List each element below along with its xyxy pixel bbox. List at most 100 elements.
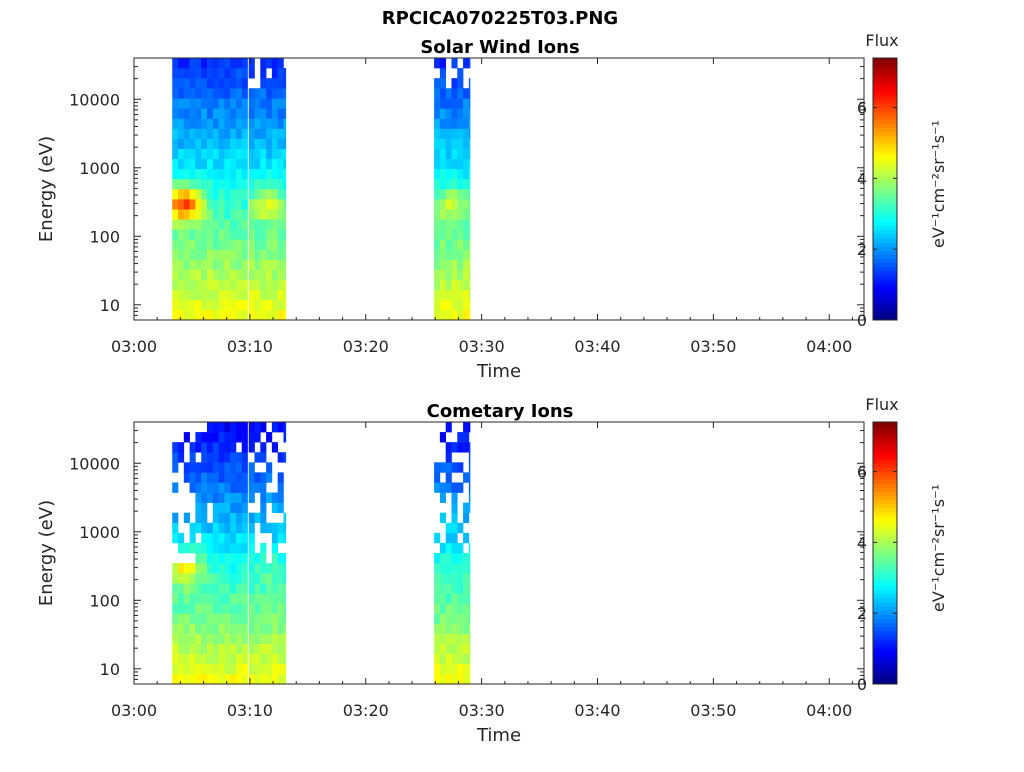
heatmap-cell [235,279,243,291]
heatmap-cell [241,269,248,280]
heatmap-cell [189,472,196,483]
heatmap-cell [439,512,446,524]
heatmap-cell [283,269,287,280]
colorbar-step [873,663,897,669]
heatmap-cell [195,522,202,534]
heatmap-cell [195,229,202,240]
heatmap-cell [463,168,470,180]
heatmap-cell [241,542,248,554]
heatmap-cell [178,98,185,109]
colorbar-step [873,577,897,583]
heatmap-cell [463,269,470,280]
heatmap-cell [235,502,243,513]
heatmap-cell [178,88,185,99]
colorbar-tick-label: 0 [857,675,867,694]
heatmap-cell [254,452,261,463]
heatmap-cell [248,269,255,280]
heatmap-cell [445,229,452,240]
heatmap-cell [260,88,267,99]
heatmap-cell [445,199,452,210]
heatmap-cell [254,219,261,230]
colorbar-step [873,119,897,124]
colorbar-step [873,483,897,488]
heatmap-cell [283,623,287,634]
heatmap-cell [189,603,196,614]
heatmap-cell [195,482,202,493]
heatmap-cell [207,249,214,260]
heatmap-cell [201,259,208,270]
heatmap-cell [260,633,267,644]
heatmap-cell [212,462,219,473]
heatmap-cell [463,502,470,513]
heatmap-cell [439,148,446,160]
heatmap-cell [195,98,202,109]
colorbar-step [873,507,897,513]
heatmap-cell [254,108,261,119]
heatmap-cell [212,532,219,544]
heatmap-cell [224,623,231,634]
heatmap-cell [271,613,278,624]
heatmap-cell [241,573,248,584]
colorbar-step [873,201,897,206]
heatmap-cell [230,573,237,584]
y-tick-label: 1000 [79,159,120,178]
heatmap-cell [235,209,243,220]
heatmap-cell [201,643,208,655]
heatmap-cell [260,249,267,260]
heatmap-cell [178,229,185,240]
heatmap-cell [277,88,284,99]
colorbar-step [873,90,897,96]
heatmap-cell [468,178,471,190]
heatmap-cell [230,249,237,260]
heatmap-cell [468,88,471,99]
heatmap-cell [189,653,196,665]
heatmap-cell [451,88,458,99]
heatmap-cell [254,88,261,99]
heatmap-cell [218,663,225,675]
heatmap-cell [468,462,471,473]
heatmap-cell [207,118,214,129]
heatmap-cell [207,442,214,453]
heatmap-cell [468,239,471,250]
heatmap-cell [183,108,190,119]
heatmap-cell [434,553,441,564]
heatmap-cell [207,422,214,433]
heatmap-cell [248,118,255,129]
heatmap-cell [172,643,179,655]
heatmap-cell [266,118,273,129]
heatmap-cell [248,309,255,321]
heatmap-cell [248,199,255,210]
heatmap-cell [241,492,248,503]
heatmap-cell [283,593,287,604]
heatmap-cell [172,573,179,584]
heatmap-cell [241,138,248,149]
heatmap-cell [248,178,255,190]
heatmap-cell [248,168,255,180]
heatmap-cell [189,462,196,473]
heatmap-cell [230,88,237,99]
heatmap-cell [230,452,237,463]
heatmap-cell [266,603,273,614]
heatmap-cell [254,623,261,634]
heatmap-cell [457,68,464,79]
heatmap-cell [224,178,231,190]
heatmap-cell [172,128,179,139]
heatmap-cell [468,158,471,170]
heatmap-cell [201,269,208,280]
heatmap-cell [172,118,179,129]
heatmap-cell [241,128,248,139]
heatmap-cell [451,623,458,634]
heatmap-cell [235,229,243,240]
heatmap-cell [248,462,255,473]
heatmap-cell [445,442,452,453]
heatmap-cell [468,249,471,260]
heatmap-cell [189,532,196,544]
colorbar-step [873,516,897,521]
heatmap-cell [230,542,237,554]
heatmap-cell [271,178,278,190]
heatmap-cell [230,633,237,644]
heatmap-cell [207,138,214,149]
heatmap-cell [451,482,458,493]
heatmap-cell [439,68,446,79]
heatmap-cell [230,239,237,250]
